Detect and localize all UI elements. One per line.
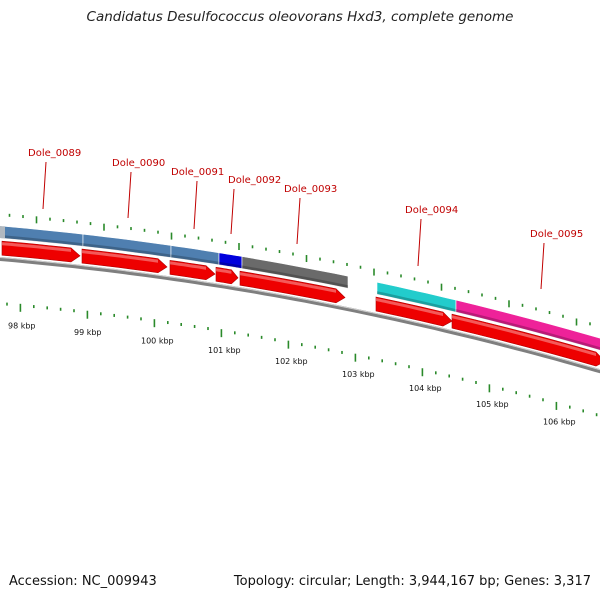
cds-arrow-track [1,240,600,367]
gene-label: Dole_0094 [405,205,458,216]
cds-arrow [1,240,81,263]
cds-arrow [215,266,239,285]
kbp-label: 105 kbp [476,400,509,409]
gene-label: Dole_0090 [112,158,165,169]
gene-labels: Dole_0089Dole_0090Dole_0091Dole_0092Dole… [28,148,583,290]
gene-label: Dole_0091 [171,167,224,178]
map-title: Candidatus Desulfococcus oleovorans Hxd3… [86,9,514,25]
backbone-line [0,256,600,374]
kbp-scale: 98 kbp 99 kbp 100 kbp 101 kbp 102 kbp 103 kbp… [8,322,576,427]
gene-block [455,299,600,351]
cds-arrow [81,248,168,274]
label-leader [296,197,301,245]
gene-label: Dole_0092 [228,175,281,186]
gene-label: Dole_0095 [530,229,583,240]
kbp-label: 104 kbp [409,384,442,393]
label-leader [540,242,545,290]
inner-tick-marks [6,302,598,417]
accession-text: Accession: NC_009943 [9,574,157,589]
gene-block-shade [242,265,348,289]
label-leader [42,161,47,210]
kbp-label: 103 kbp [342,370,375,379]
cds-arrow-shine [452,315,596,356]
cds-arrow [169,260,216,281]
gene-track [0,225,600,351]
outer-tick-marks [8,213,591,326]
gene-block-shade [377,291,456,313]
cds-arrow-shine [376,298,443,316]
label-leader [230,188,235,235]
kbp-label: 102 kbp [275,357,308,366]
kbp-label: 106 kbp [543,417,576,426]
cds-arrow [239,270,346,304]
gene-block-shade [171,254,219,265]
gene-block-shade [219,261,242,269]
gene-block-shade [83,243,171,258]
gene-block-shade [0,235,83,247]
gene-block-shade [456,309,600,351]
cds-arrow-shine [216,268,232,274]
kbp-label: 100 kbp [141,336,174,345]
cds-arrow [451,313,600,367]
backbone-highlight [0,256,600,371]
gene-label: Dole_0093 [284,184,337,195]
topology-text: Topology: circular; Length: 3,944,167 bp… [233,574,591,589]
kbp-label: 99 kbp [74,328,102,337]
label-leader [193,180,198,230]
cds-arrow-shine [2,242,71,252]
gene-block [241,256,349,289]
gene-block [0,226,5,239]
label-leader [417,218,422,267]
cds-arrow [375,296,453,327]
cds-arrow-shine [170,261,206,270]
cds-arrow-shine [82,250,158,263]
gene-label: Dole_0089 [28,148,81,159]
label-leader [127,171,132,219]
genome-backbone [0,256,600,374]
cds-arrow-shine [240,272,336,293]
kbp-label: 101 kbp [208,346,241,355]
kbp-label: 98 kbp [8,322,36,331]
